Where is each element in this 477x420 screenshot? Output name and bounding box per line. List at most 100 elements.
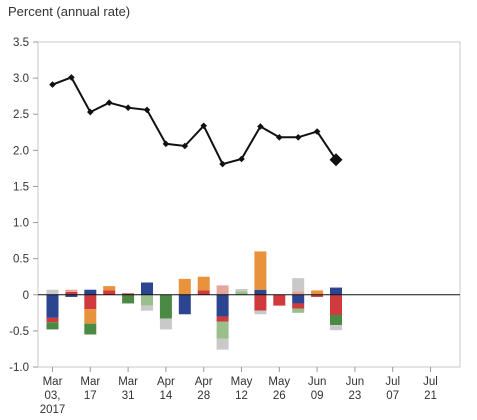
x-tick-label: Jul 07 (385, 376, 400, 402)
bar-segment (65, 291, 78, 295)
bar-segment (197, 290, 210, 295)
x-tick-label: May 26 (268, 376, 290, 402)
x-axis: Mar 03, 2017 Mar 17 Mar 31 Apr 14 Apr 28 May 12 May 26… (40, 367, 438, 416)
bar-segment (292, 308, 305, 313)
bar-segment (178, 278, 191, 295)
x-tick-label-line: Mar (80, 376, 100, 388)
bar-segment (254, 310, 267, 315)
x-tick-label-line: 17 (84, 390, 97, 402)
bar-segment (216, 285, 229, 295)
x-tick-label-line: 12 (235, 390, 248, 402)
bar-segment (311, 290, 324, 295)
x-tick-label-line: Jun (346, 376, 365, 388)
bar-segment (46, 289, 59, 295)
x-tick-label: Jul 21 (423, 376, 438, 402)
bar-segment (254, 251, 267, 290)
y-tick-label: -1.0 (9, 362, 29, 374)
bar-segment (254, 289, 267, 295)
y-tick-label: 3.0 (13, 73, 29, 85)
line-series (52, 76, 337, 166)
x-tick-label-line: 28 (197, 390, 210, 402)
x-tick-label-line: 2017 (40, 404, 66, 416)
bar-segment (292, 303, 305, 309)
x-tick-label-line: Jul (423, 376, 438, 388)
x-tick-label-line: 21 (424, 390, 437, 402)
bar-segment (197, 276, 210, 291)
bar-series-group (46, 251, 342, 350)
bar-segment (84, 309, 97, 324)
bar-segment (65, 289, 78, 292)
bar-segment (216, 338, 229, 350)
bar-segment (84, 323, 97, 335)
line-point (162, 140, 170, 148)
line-point (200, 122, 207, 130)
bar-segment (311, 294, 324, 297)
bar-segment (141, 294, 153, 306)
x-tick-label-line: Jul (385, 376, 400, 388)
x-tick-label-line: 03, (45, 390, 61, 402)
x-tick-label-line: May (268, 376, 290, 388)
bar-segment (216, 294, 229, 317)
line-point (87, 108, 94, 116)
bar-segment (122, 293, 135, 295)
line-point (181, 142, 189, 150)
x-tick-label-line: 07 (386, 390, 399, 402)
bar-segment (141, 305, 153, 311)
x-tick-label: Jun 23 (346, 376, 365, 402)
x-tick-label-line: Mar (118, 376, 138, 388)
line-point (294, 134, 302, 141)
x-tick-label-line: 23 (349, 390, 362, 402)
x-tick-label: Mar 17 (80, 376, 100, 402)
x-tick-label-line: 26 (273, 390, 286, 402)
bar-segment (235, 291, 248, 295)
line-series-group (49, 74, 343, 168)
bar-segment (46, 322, 59, 330)
x-tick-label-line: 31 (122, 390, 135, 402)
bar-segment (46, 317, 59, 323)
bar-segment (273, 294, 286, 306)
bar-segment (141, 282, 153, 295)
bar-segment (159, 318, 172, 330)
bar-segment (330, 315, 342, 326)
x-tick-label: Apr 28 (195, 376, 213, 402)
x-tick-label: May 12 (231, 376, 253, 402)
bar-segment (330, 325, 342, 331)
bar-segment (159, 294, 172, 319)
bar-segment (122, 294, 135, 304)
x-tick-label-line: 09 (311, 390, 324, 402)
bar-segment (254, 294, 267, 311)
line-point (49, 81, 56, 88)
y-tick-label: 0.5 (13, 254, 29, 266)
x-tick-label: Jun 09 (308, 376, 327, 402)
y-tick-label: 1.5 (13, 181, 29, 193)
bar-segment (330, 287, 342, 295)
x-tick-label-line: May (231, 376, 253, 388)
bar-segment (292, 291, 305, 295)
bar-segment (84, 289, 97, 295)
bar-segment (46, 294, 59, 318)
bar-segment (216, 321, 229, 339)
line-point (276, 134, 283, 141)
line-point (238, 155, 245, 163)
y-tick-label: 3.5 (13, 37, 29, 49)
y-tick-label: 0 (23, 290, 29, 302)
line-point (143, 106, 151, 114)
bar-segment (292, 278, 305, 292)
x-tick-label: Mar 03, 2017 (40, 376, 66, 416)
bar-segment (292, 294, 305, 304)
bar-segment (103, 290, 116, 295)
y-axis: 3.5 3.0 2.5 2.0 1.5 1.0 0.5 0 -0.5 -1.0 (9, 37, 38, 374)
bar-segment (65, 294, 78, 297)
bar-segment (330, 294, 342, 315)
x-tick-label: Mar 31 (118, 376, 138, 402)
y-tick-label: 2.5 (13, 109, 29, 121)
x-tick-label-line: Apr (195, 376, 213, 388)
line-point (257, 123, 264, 130)
x-tick-label: Apr 14 (157, 376, 175, 402)
line-point (68, 74, 75, 81)
bar-segment (235, 289, 248, 292)
x-tick-label-line: Jun (308, 376, 327, 388)
line-point (313, 128, 321, 135)
x-tick-label-line: Apr (157, 376, 175, 388)
